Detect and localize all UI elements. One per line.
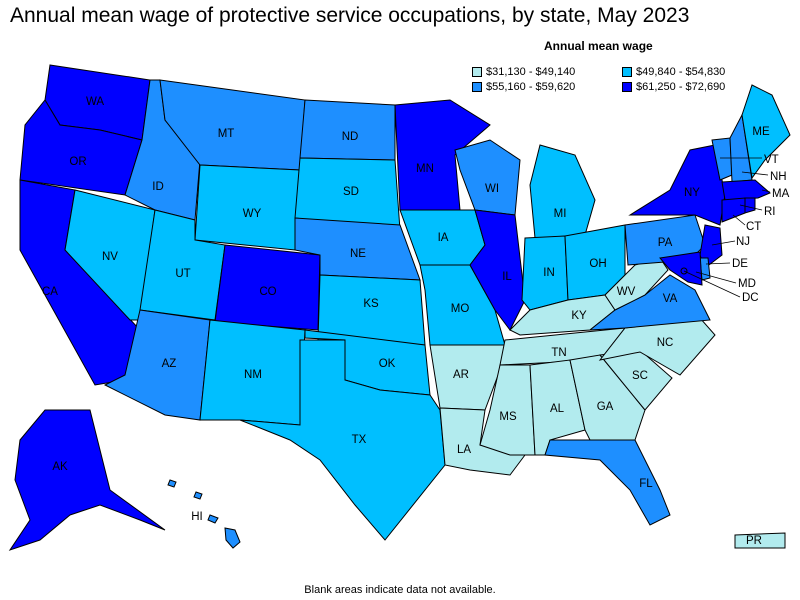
- label-ND: ND: [342, 131, 359, 143]
- state-AR[interactable]: [429, 344, 506, 411]
- legend-swatch-2: [622, 67, 632, 77]
- state-RI[interactable]: [744, 197, 756, 214]
- label-AZ: AZ: [162, 358, 177, 370]
- label-KY: KY: [571, 310, 587, 322]
- state-WV[interactable]: [604, 257, 669, 311]
- label-ID: ID: [152, 181, 164, 193]
- state-ND[interactable]: [299, 99, 396, 161]
- label-LA: LA: [457, 444, 471, 456]
- label-VT: VT: [764, 154, 779, 166]
- state-MI[interactable]: [529, 144, 596, 239]
- label-NY: NY: [684, 187, 700, 199]
- label-DE: DE: [732, 258, 748, 270]
- state-CT[interactable]: [721, 197, 746, 223]
- label-MS: MS: [499, 411, 517, 423]
- legend-item-4: $61,250 - $72,690: [622, 81, 725, 93]
- label-NM: NM: [244, 369, 262, 381]
- label-NV: NV: [102, 251, 118, 263]
- state-MD[interactable]: [659, 251, 703, 286]
- legend-item-1: $31,130 - $49,140: [472, 66, 575, 78]
- label-PR: PR: [746, 535, 762, 547]
- state-TX[interactable]: [239, 339, 446, 541]
- label-IL: IL: [502, 271, 512, 283]
- state-FL[interactable]: [544, 439, 671, 526]
- label-TN: TN: [551, 347, 566, 359]
- state-HI[interactable]: [167, 479, 241, 549]
- state-NV[interactable]: [64, 189, 156, 321]
- label-TX: TX: [352, 434, 367, 446]
- legend-label-1: $31,130 - $49,140: [486, 66, 576, 78]
- legend-swatch-3: [472, 82, 482, 92]
- legend-title: Annual mean wage: [544, 39, 653, 53]
- label-NE: NE: [350, 248, 366, 260]
- legend-label-4: $61,250 - $72,690: [636, 81, 726, 93]
- state-LA[interactable]: [439, 407, 526, 476]
- state-labels: WA OR CA NV ID MT WY UT AZ CO NM ND SD N…: [42, 96, 790, 547]
- label-SC: SC: [632, 370, 648, 382]
- label-MD: MD: [738, 278, 756, 290]
- label-NJ: NJ: [736, 236, 750, 248]
- state-ME[interactable]: [741, 84, 791, 180]
- label-CO: CO: [259, 286, 276, 298]
- label-WY: WY: [243, 208, 262, 220]
- map-title: Annual mean wage of protective service o…: [10, 4, 690, 27]
- legend-label-3: $55,160 - $59,620: [486, 81, 576, 93]
- label-KS: KS: [363, 298, 379, 310]
- legend-item-2: $49,840 - $54,830: [622, 66, 725, 78]
- state-PR[interactable]: [734, 532, 786, 549]
- legend-label-2: $49,840 - $54,830: [636, 66, 726, 78]
- label-OR: OR: [69, 156, 86, 168]
- label-HI: HI: [191, 511, 203, 523]
- label-CT: CT: [746, 221, 761, 233]
- label-MO: MO: [451, 303, 470, 315]
- label-ME: ME: [752, 126, 770, 138]
- label-GA: GA: [597, 401, 614, 413]
- state-WI[interactable]: [454, 139, 521, 216]
- legend-swatch-4: [622, 82, 632, 92]
- label-IN: IN: [543, 267, 555, 279]
- label-AK: AK: [52, 461, 68, 473]
- legend-item-3: $55,160 - $59,620: [472, 81, 575, 93]
- label-FL: FL: [639, 478, 653, 490]
- label-WI: WI: [485, 183, 499, 195]
- leader-lines: [683, 157, 771, 298]
- label-AL: AL: [550, 403, 565, 415]
- label-MT: MT: [218, 128, 235, 140]
- label-MI: MI: [554, 208, 567, 220]
- label-AR: AR: [453, 369, 469, 381]
- label-MN: MN: [416, 163, 434, 175]
- label-CA: CA: [42, 286, 58, 298]
- label-NH: NH: [770, 171, 787, 183]
- label-OH: OH: [589, 258, 606, 270]
- label-MA: MA: [772, 188, 790, 200]
- state-NJ[interactable]: [699, 224, 723, 269]
- label-WA: WA: [86, 96, 104, 108]
- state-AK[interactable]: [8, 409, 166, 551]
- label-NC: NC: [657, 337, 674, 349]
- label-WV: WV: [617, 286, 636, 298]
- state-MA[interactable]: [721, 179, 771, 201]
- state-IL[interactable]: [469, 209, 526, 331]
- label-SD: SD: [343, 186, 359, 198]
- footnote: Blank areas indicate data not available.: [304, 584, 496, 596]
- label-DC: DC: [742, 292, 759, 304]
- legend: $31,130 - $49,140 $49,840 - $54,830 $55,…: [472, 66, 792, 96]
- state-NY[interactable]: [628, 144, 726, 226]
- label-RI: RI: [764, 206, 776, 218]
- label-PA: PA: [658, 237, 673, 249]
- label-IA: IA: [438, 232, 449, 244]
- label-OK: OK: [379, 358, 396, 370]
- legend-swatch-1: [472, 67, 482, 77]
- label-VA: VA: [663, 293, 678, 305]
- label-UT: UT: [175, 268, 190, 280]
